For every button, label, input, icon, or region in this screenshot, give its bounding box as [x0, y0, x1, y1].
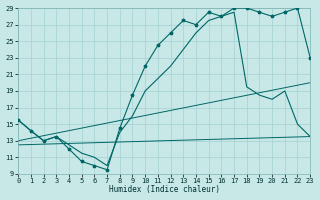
X-axis label: Humidex (Indice chaleur): Humidex (Indice chaleur) [109, 185, 220, 194]
